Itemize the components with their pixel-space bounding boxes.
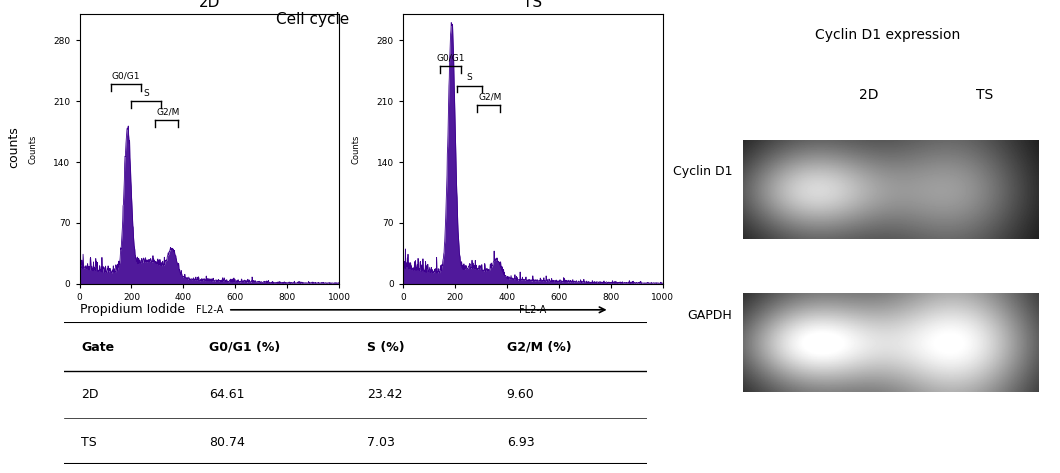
Text: G0/G1 (%): G0/G1 (%) xyxy=(210,341,281,354)
X-axis label: FL2-A: FL2-A xyxy=(519,305,546,315)
Text: Cell cycle: Cell cycle xyxy=(276,12,350,27)
Text: 6.93: 6.93 xyxy=(507,436,534,449)
Text: G2/M: G2/M xyxy=(478,92,501,101)
Text: GAPDH: GAPDH xyxy=(688,309,732,322)
Text: Gate: Gate xyxy=(81,341,114,354)
X-axis label: FL2-A: FL2-A xyxy=(196,305,223,315)
Text: counts: counts xyxy=(7,126,20,167)
Title: 2D: 2D xyxy=(198,0,220,10)
Text: 64.61: 64.61 xyxy=(210,387,245,401)
Text: G0/G1: G0/G1 xyxy=(111,71,140,80)
Text: Counts: Counts xyxy=(29,134,37,164)
Text: G2/M: G2/M xyxy=(156,108,179,117)
Text: 7.03: 7.03 xyxy=(367,436,394,449)
Text: 2D: 2D xyxy=(860,88,879,102)
Text: TS: TS xyxy=(976,88,993,102)
Text: S: S xyxy=(466,73,473,82)
Text: G2/M (%): G2/M (%) xyxy=(507,341,571,354)
Text: 9.60: 9.60 xyxy=(507,387,534,401)
Text: S (%): S (%) xyxy=(367,341,404,354)
Text: Cyclin D1 expression: Cyclin D1 expression xyxy=(814,27,960,42)
Title: TS: TS xyxy=(523,0,543,10)
Text: 23.42: 23.42 xyxy=(367,387,402,401)
Text: S: S xyxy=(143,88,149,98)
Text: G0/G1: G0/G1 xyxy=(437,54,465,63)
Text: 2D: 2D xyxy=(81,387,99,401)
Text: Counts: Counts xyxy=(352,134,360,164)
Text: Cyclin D1: Cyclin D1 xyxy=(673,165,732,178)
Text: TS: TS xyxy=(81,436,96,449)
Text: Propidium Iodide: Propidium Iodide xyxy=(80,303,184,316)
Text: 80.74: 80.74 xyxy=(210,436,245,449)
